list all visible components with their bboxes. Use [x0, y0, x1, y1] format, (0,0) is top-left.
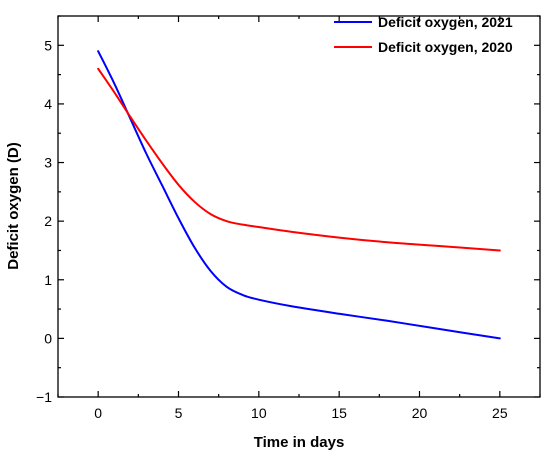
y-tick-label: −1 [36, 389, 52, 405]
y-tick-label: 0 [44, 330, 52, 346]
legend: Deficit oxygen, 2021 Deficit oxygen, 202… [334, 14, 513, 55]
legend-label-2021: Deficit oxygen, 2021 [378, 14, 513, 30]
y-tick-label: 1 [44, 272, 52, 288]
x-tick-label: 25 [492, 405, 508, 421]
x-tick-label: 0 [94, 405, 102, 421]
series-line-2021 [97, 50, 501, 340]
y-tick-label: 4 [44, 96, 52, 112]
tick-marks [57, 15, 541, 398]
x-tick-labels: 0 5 10 15 20 25 [94, 405, 508, 421]
y-axis-title: Deficit oxygen (D) [5, 142, 22, 270]
series-lines [97, 50, 501, 340]
x-tick-label: 15 [331, 405, 347, 421]
y-tick-label: 2 [44, 213, 52, 229]
plot-frame [57, 15, 541, 398]
y-tick-label: 3 [44, 155, 52, 171]
legend-label-2020: Deficit oxygen, 2020 [378, 39, 513, 55]
x-tick-label: 20 [412, 405, 428, 421]
series-line-2020 [97, 67, 501, 252]
y-tick-label: 5 [44, 37, 52, 53]
x-tick-label: 10 [251, 405, 267, 421]
y-tick-labels: −1 0 1 2 3 4 5 [36, 37, 52, 405]
x-tick-label: 5 [175, 405, 183, 421]
x-axis-title: Time in days [254, 434, 345, 451]
